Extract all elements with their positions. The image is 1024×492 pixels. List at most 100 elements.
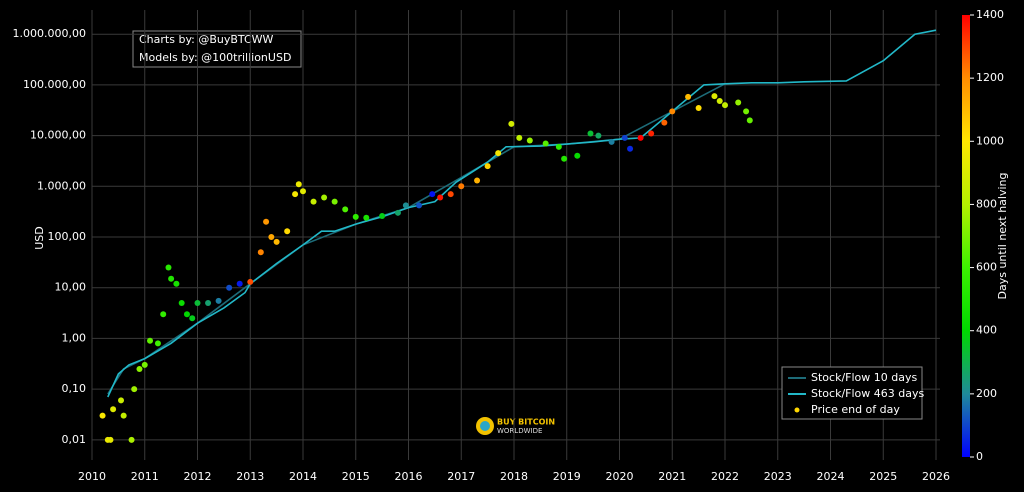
price-point [608,138,615,145]
price-point [627,145,634,152]
y-tick-label: 100,00 [48,230,87,243]
price-point [118,397,125,404]
x-tick-label: 2020 [606,470,634,483]
price-point [321,194,328,201]
price-point [268,234,275,241]
legend-symbol [794,407,800,413]
colorbar-label: Days until next halving [996,173,1009,300]
price-point [447,191,454,198]
price-point [695,105,702,112]
price-point [128,436,135,443]
x-tick-label: 2024 [817,470,845,483]
price-point [542,140,549,147]
price-point [437,194,444,201]
legend-label: Price end of day [811,403,900,416]
price-point [189,315,196,322]
colorbar-tick-label: 1400 [976,8,1004,21]
price-point [484,163,491,170]
price-point [263,218,270,225]
colorbar-tick-label: 200 [976,387,997,400]
y-tick-label: 1,00 [62,331,87,344]
price-point [173,280,180,287]
price-point [215,297,222,304]
logo [480,421,490,431]
price-point [429,191,436,198]
colorbar-tick-label: 400 [976,324,997,337]
y-tick-label: 100.000,00 [23,78,86,91]
colorbar [962,15,970,457]
price-point [661,119,668,126]
stock-flow-line [107,29,937,398]
price-point [743,108,750,115]
price-point [300,188,306,195]
price-point [555,143,562,150]
price-point [711,93,718,100]
price-point [621,134,628,141]
price-point [226,284,233,291]
legend-label: Stock/Flow 463 days [811,387,924,400]
price-point [648,130,655,137]
price-point [107,436,114,443]
price-point [292,191,299,198]
price-point [295,181,302,188]
price-point [716,98,723,105]
price-point [147,337,154,344]
annotation-box [132,30,302,68]
price-point [561,155,568,162]
price-point [273,238,280,245]
price-point [474,177,481,184]
price-point [168,275,175,282]
price-point [508,120,515,127]
price-point [394,209,401,216]
colorbar-tick-label: 0 [976,450,983,463]
price-point [99,412,106,419]
price-point [495,150,502,157]
price-point [352,213,359,220]
price-point [236,280,243,287]
legend-label: Stock/Flow 10 days [811,371,917,384]
price-point [183,311,190,318]
x-tick-label: 2025 [869,470,897,483]
price-point [178,299,185,306]
price-point [284,228,291,235]
price-point [141,361,148,368]
x-tick-label: 2018 [500,470,528,483]
price-point [331,198,338,205]
x-tick-label: 2021 [658,470,686,483]
price-point [746,117,753,124]
x-tick-label: 2013 [236,470,264,483]
price-point [587,130,594,137]
price-point [574,152,581,159]
price-point [379,212,386,219]
colorbar-tick-label: 800 [976,197,997,210]
x-tick-label: 2010 [78,470,106,483]
watermark: BUY BITCOIN [497,418,555,427]
price-point [458,183,465,190]
x-tick-label: 2019 [553,470,581,483]
annotation: Models by: @100trillionUSD [139,51,291,64]
price-point [416,202,423,209]
y-tick-label: 1.000.000,00 [13,27,86,40]
price-point [131,386,138,393]
price-point [516,134,523,141]
price-point [120,412,127,419]
price-point [194,299,201,306]
price-point [685,93,692,100]
y-tick-label: 10,00 [55,281,87,294]
price-point [637,134,644,141]
price-point [342,206,349,213]
y-axis-label: USD [33,226,46,250]
y-tick-label: 10.000,00 [30,129,86,142]
y-tick-label: 0,10 [62,382,87,395]
x-tick-label: 2017 [447,470,475,483]
price-point [136,365,143,372]
y-tick-label: 1.000,00 [37,179,86,192]
watermark: WORLDWIDE [497,427,542,435]
y-tick-label: 0,01 [62,433,87,446]
colorbar-tick-label: 600 [976,261,997,274]
x-tick-label: 2016 [395,470,423,483]
colorbar-tick-label: 1200 [976,71,1004,84]
price-point [257,249,264,256]
price-point [402,202,409,209]
